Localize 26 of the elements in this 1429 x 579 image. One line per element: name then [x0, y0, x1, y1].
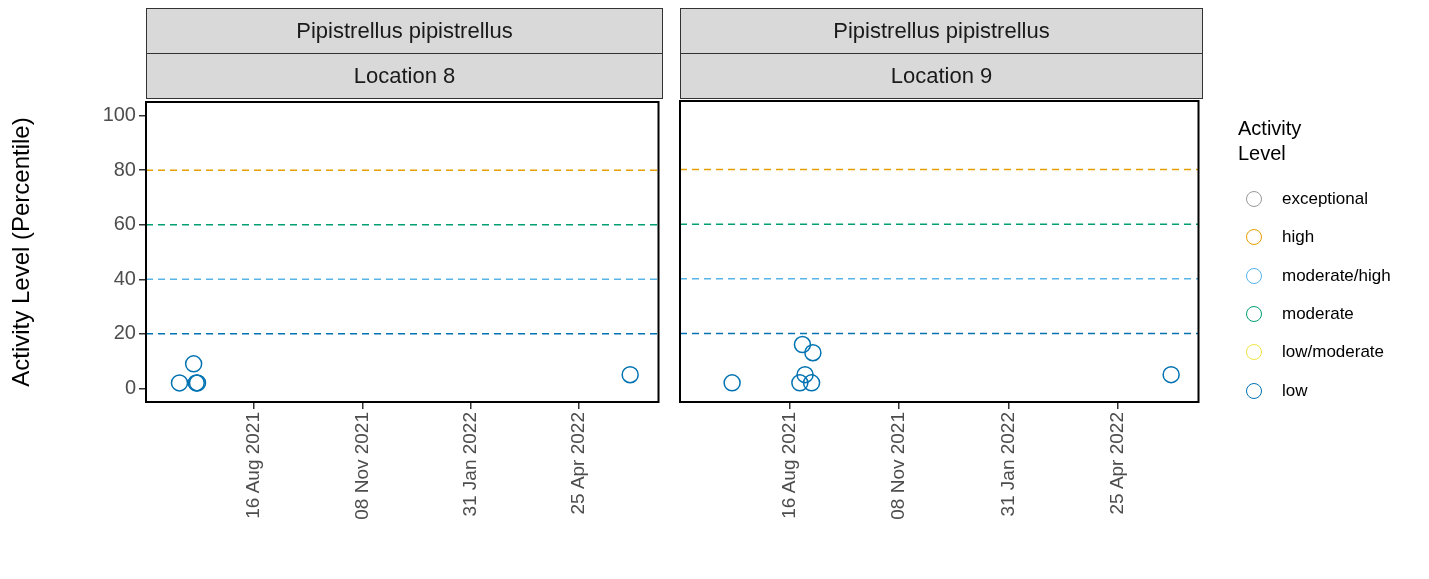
- legend-label: high: [1282, 227, 1315, 248]
- x-tick-label: 08 Nov 2021: [887, 412, 909, 520]
- x-tick-label: 16 Aug 2021: [777, 412, 799, 519]
- legend-label: moderate: [1282, 304, 1354, 325]
- x-tick-label: 31 Jan 2022: [996, 412, 1018, 517]
- y-tick-label: 60: [113, 212, 136, 235]
- chart-title: Pipistrellus pipistrellus: [680, 8, 1203, 54]
- legend-label: moderate/high: [1282, 265, 1391, 286]
- chart-title: Pipistrellus pipistrellus: [146, 8, 663, 54]
- x-tick-label: 08 Nov 2021: [350, 412, 372, 520]
- y-axis-title: Activity Level (Percentile): [7, 117, 35, 387]
- x-tick-label: 31 Jan 2022: [458, 412, 480, 517]
- chart-subtitle: Location 9: [680, 54, 1203, 99]
- legend-label: exceptional: [1282, 189, 1369, 210]
- y-tick-label: 100: [102, 103, 136, 126]
- legend-label: low: [1282, 380, 1308, 401]
- legend-label: low/moderate: [1282, 342, 1385, 363]
- legend-title: Activity Level: [1238, 116, 1303, 166]
- x-tick-label: 25 Apr 2022: [566, 412, 588, 515]
- y-tick-label: 20: [113, 321, 136, 344]
- x-tick-label: 25 Apr 2022: [1105, 412, 1127, 515]
- y-tick-label: 0: [124, 375, 136, 398]
- x-tick-label: 16 Aug 2021: [242, 412, 264, 519]
- y-tick-label: 40: [113, 266, 136, 289]
- chart-subtitle: Location 8: [146, 54, 663, 99]
- y-tick-label: 80: [113, 157, 136, 180]
